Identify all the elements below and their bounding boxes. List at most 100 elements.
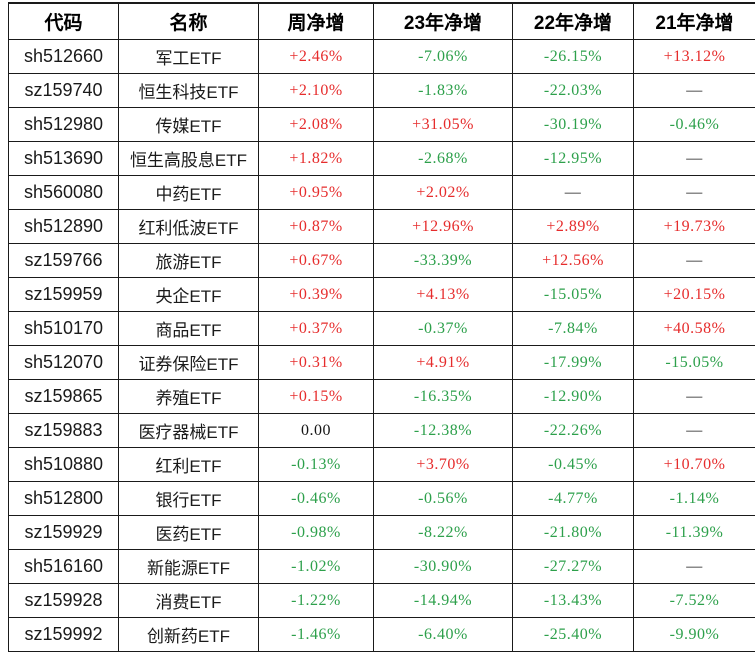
name-cell: 医疗器械ETF	[118, 413, 259, 448]
column-header-2021-net: 21年净增	[633, 2, 755, 40]
net-2022-cell: -25.40%	[512, 617, 634, 652]
code-cell: sz159959	[8, 277, 119, 312]
net-2021-cell: +20.15%	[633, 277, 755, 312]
net-2023-cell: -7.06%	[373, 39, 513, 74]
table-row: sh512660 军工ETF +2.46% -7.06% -26.15% +13.12%	[8, 39, 755, 74]
net-2023-cell: -6.40%	[373, 617, 513, 652]
week-net-cell: +0.37%	[258, 311, 374, 346]
name-cell: 新能源ETF	[118, 549, 259, 584]
table-row: sz159928 消费ETF -1.22% -14.94% -13.43% -7.52%	[8, 583, 755, 618]
week-net-cell: +0.67%	[258, 243, 374, 278]
net-2022-cell: -17.99%	[512, 345, 634, 380]
net-2023-cell: +4.13%	[373, 277, 513, 312]
net-2021-cell: —	[633, 379, 755, 414]
net-2023-cell: -30.90%	[373, 549, 513, 584]
net-2023-cell: -0.56%	[373, 481, 513, 516]
week-net-cell: -1.46%	[258, 617, 374, 652]
name-cell: 消费ETF	[118, 583, 259, 618]
net-2021-cell: —	[633, 175, 755, 210]
net-2023-cell: -2.68%	[373, 141, 513, 176]
table-body: sh512660 军工ETF +2.46% -7.06% -26.15% +13.12% s…	[8, 39, 755, 652]
code-cell: sz159928	[8, 583, 119, 618]
net-2023-cell: +12.96%	[373, 209, 513, 244]
table-row: sz159929 医药ETF -0.98% -8.22% -21.80% -11.39%	[8, 515, 755, 550]
name-cell: 恒生科技ETF	[118, 73, 259, 108]
table-row: sh512800 银行ETF -0.46% -0.56% -4.77% -1.14%	[8, 481, 755, 516]
week-net-cell: +2.46%	[258, 39, 374, 74]
header-row: 代码 名称 周净增 23年净增 22年净增 21年净增	[8, 2, 755, 40]
name-cell: 红利低波ETF	[118, 209, 259, 244]
name-cell: 传媒ETF	[118, 107, 259, 142]
net-2022-cell: -26.15%	[512, 39, 634, 74]
name-cell: 银行ETF	[118, 481, 259, 516]
table-row: sh560080 中药ETF +0.95% +2.02% — —	[8, 175, 755, 210]
table-row: sz159766 旅游ETF +0.67% -33.39% +12.56% —	[8, 243, 755, 278]
name-cell: 旅游ETF	[118, 243, 259, 278]
net-2021-cell: —	[633, 413, 755, 448]
name-cell: 创新药ETF	[118, 617, 259, 652]
table-row: sh516160 新能源ETF -1.02% -30.90% -27.27% —	[8, 549, 755, 584]
column-header-name: 名称	[118, 2, 259, 40]
net-2023-cell: -16.35%	[373, 379, 513, 414]
net-2021-cell: —	[633, 243, 755, 278]
table-row: sh512980 传媒ETF +2.08% +31.05% -30.19% -0.46%	[8, 107, 755, 142]
net-2022-cell: +2.89%	[512, 209, 634, 244]
net-2023-cell: +31.05%	[373, 107, 513, 142]
net-2021-cell: -15.05%	[633, 345, 755, 380]
table-row: sh512070 证券保险ETF +0.31% +4.91% -17.99% -15.05…	[8, 345, 755, 380]
net-2023-cell: -1.83%	[373, 73, 513, 108]
code-cell: sh512070	[8, 345, 119, 380]
net-2022-cell: —	[512, 175, 634, 210]
week-net-cell: 0.00	[258, 413, 374, 448]
net-2022-cell: -12.95%	[512, 141, 634, 176]
table-row: sz159883 医疗器械ETF 0.00 -12.38% -22.26% —	[8, 413, 755, 448]
net-2021-cell: -0.46%	[633, 107, 755, 142]
table-row: sh512890 红利低波ETF +0.87% +12.96% +2.89% +19.73…	[8, 209, 755, 244]
code-cell: sz159740	[8, 73, 119, 108]
net-2022-cell: -30.19%	[512, 107, 634, 142]
name-cell: 养殖ETF	[118, 379, 259, 414]
week-net-cell: +0.31%	[258, 345, 374, 380]
net-2022-cell: -27.27%	[512, 549, 634, 584]
table-row: sh513690 恒生高股息ETF +1.82% -2.68% -12.95% —	[8, 141, 755, 176]
net-2023-cell: -0.37%	[373, 311, 513, 346]
net-2023-cell: -12.38%	[373, 413, 513, 448]
net-2022-cell: -4.77%	[512, 481, 634, 516]
week-net-cell: -0.46%	[258, 481, 374, 516]
net-2022-cell: -15.05%	[512, 277, 634, 312]
code-cell: sz159766	[8, 243, 119, 278]
net-2021-cell: —	[633, 549, 755, 584]
net-2021-cell: +13.12%	[633, 39, 755, 74]
name-cell: 红利ETF	[118, 447, 259, 482]
net-2023-cell: -14.94%	[373, 583, 513, 618]
code-cell: sh512890	[8, 209, 119, 244]
code-cell: sh513690	[8, 141, 119, 176]
code-cell: sz159929	[8, 515, 119, 550]
name-cell: 恒生高股息ETF	[118, 141, 259, 176]
net-2022-cell: -7.84%	[512, 311, 634, 346]
net-2021-cell: -7.52%	[633, 583, 755, 618]
code-cell: sz159883	[8, 413, 119, 448]
net-2022-cell: +12.56%	[512, 243, 634, 278]
net-2023-cell: +3.70%	[373, 447, 513, 482]
net-2022-cell: -22.26%	[512, 413, 634, 448]
net-2023-cell: -33.39%	[373, 243, 513, 278]
week-net-cell: +1.82%	[258, 141, 374, 176]
name-cell: 医药ETF	[118, 515, 259, 550]
table-row: sz159992 创新药ETF -1.46% -6.40% -25.40% -9.90%	[8, 617, 755, 652]
etf-performance-table: 代码 名称 周净增 23年净增 22年净增 21年净增 sh512660 军工ET…	[8, 2, 755, 652]
net-2021-cell: +40.58%	[633, 311, 755, 346]
code-cell: sh512980	[8, 107, 119, 142]
net-2022-cell: -21.80%	[512, 515, 634, 550]
net-2021-cell: +10.70%	[633, 447, 755, 482]
net-2021-cell: -11.39%	[633, 515, 755, 550]
table-row: sz159865 养殖ETF +0.15% -16.35% -12.90% —	[8, 379, 755, 414]
net-2023-cell: +2.02%	[373, 175, 513, 210]
week-net-cell: -1.22%	[258, 583, 374, 618]
net-2023-cell: -8.22%	[373, 515, 513, 550]
week-net-cell: +0.95%	[258, 175, 374, 210]
code-cell: sh512800	[8, 481, 119, 516]
table-row: sz159959 央企ETF +0.39% +4.13% -15.05% +20.15%	[8, 277, 755, 312]
code-cell: sh516160	[8, 549, 119, 584]
week-net-cell: +0.15%	[258, 379, 374, 414]
